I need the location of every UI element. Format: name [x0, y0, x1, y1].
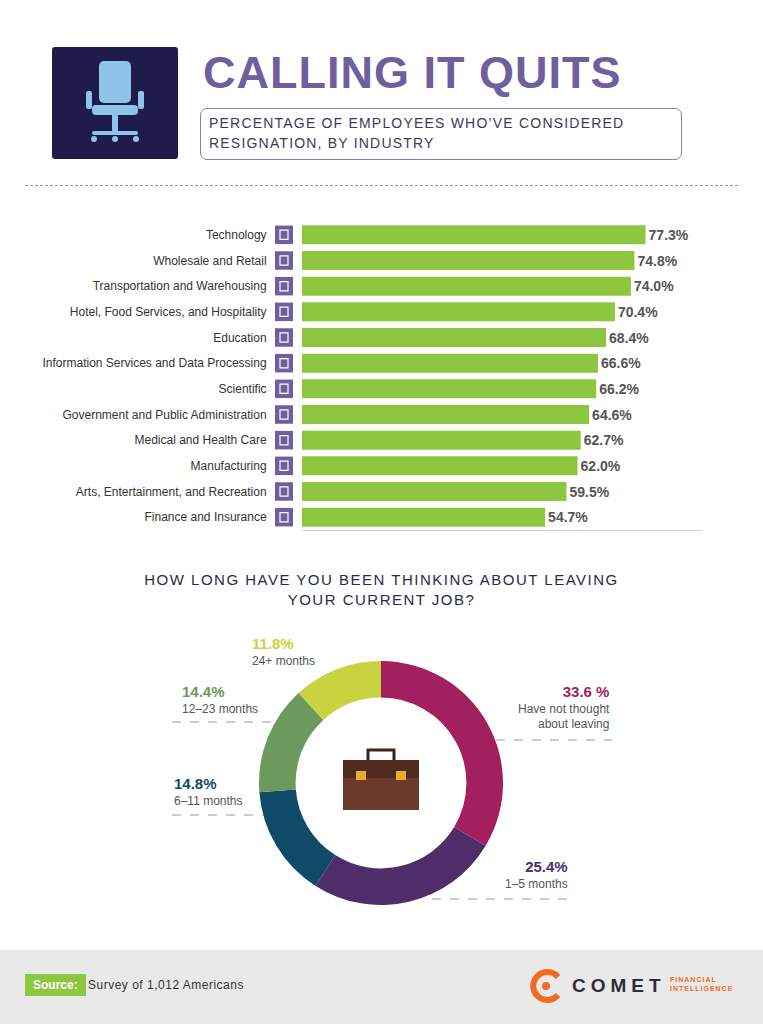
svg-text:77.3%: 77.3% [649, 227, 689, 243]
svg-text:Scientific: Scientific [219, 382, 267, 396]
html-text:COMET: COMET [572, 975, 666, 996]
svg-text:Medical and Health Care: Medical and Health Care [135, 433, 267, 447]
svg-text:Finance and Insurance: Finance and Insurance [145, 510, 267, 524]
svg-text:Wholesale and Retail: Wholesale and Retail [153, 254, 266, 268]
svg-text:11.8%24+ months: 11.8%24+ months [252, 635, 315, 668]
svg-text:Manufacturing: Manufacturing [191, 459, 267, 473]
html-text:CALLING IT QUITS: CALLING IT QUITS [203, 47, 622, 98]
html-text:PERCENTAGE OF EMPLOYEES WHO’VE: PERCENTAGE OF EMPLOYEES WHO’VE CONSIDERE… [209, 115, 625, 151]
svg-text:74.8%: 74.8% [637, 253, 677, 269]
svg-text:70.4%: 70.4% [618, 304, 658, 320]
svg-text:68.4%: 68.4% [609, 330, 649, 346]
svg-text:Education: Education [213, 331, 266, 345]
svg-text:64.6%: 64.6% [592, 407, 632, 423]
svg-text:66.6%: 66.6% [601, 355, 641, 371]
svg-text:Transportation and Warehousing: Transportation and Warehousing [93, 279, 267, 293]
svg-text:59.5%: 59.5% [569, 484, 609, 500]
svg-text:Arts, Entertainment, and Recre: Arts, Entertainment, and Recreation [76, 485, 267, 499]
html-text:INTELLIGENCE: INTELLIGENCE [670, 985, 734, 992]
svg-text:33.6 %Have not thoughtabout le: 33.6 %Have not thoughtabout leaving [518, 683, 610, 731]
svg-text:54.7%: 54.7% [548, 509, 588, 525]
svg-text:Hotel, Food Services, and Hosp: Hotel, Food Services, and Hospitality [70, 305, 267, 319]
svg-text:14.8%6–11 months: 14.8%6–11 months [174, 775, 243, 808]
svg-text:74.0%: 74.0% [634, 278, 674, 294]
html-text:Source:: Source: [33, 978, 78, 992]
svg-text:62.7%: 62.7% [584, 432, 624, 448]
html-text:HOW LONG HAVE YOU BEEN THINKIN: HOW LONG HAVE YOU BEEN THINKING ABOUT LE… [144, 571, 619, 608]
svg-text:Information Services and Data: Information Services and Data Processing [42, 356, 266, 370]
html-text:Survey of 1,012 Americans: Survey of 1,012 Americans [88, 978, 244, 992]
svg-text:66.2%: 66.2% [599, 381, 639, 397]
svg-text:25.4%1–5 months: 25.4%1–5 months [505, 858, 568, 891]
svg-text:62.0%: 62.0% [581, 458, 621, 474]
html-text:FINANCIAL: FINANCIAL [670, 976, 717, 983]
svg-text:Technology: Technology [206, 228, 267, 242]
svg-text:14.4%12–23 months: 14.4%12–23 months [182, 683, 258, 716]
svg-text:Government and Public Administ: Government and Public Administration [62, 408, 266, 422]
